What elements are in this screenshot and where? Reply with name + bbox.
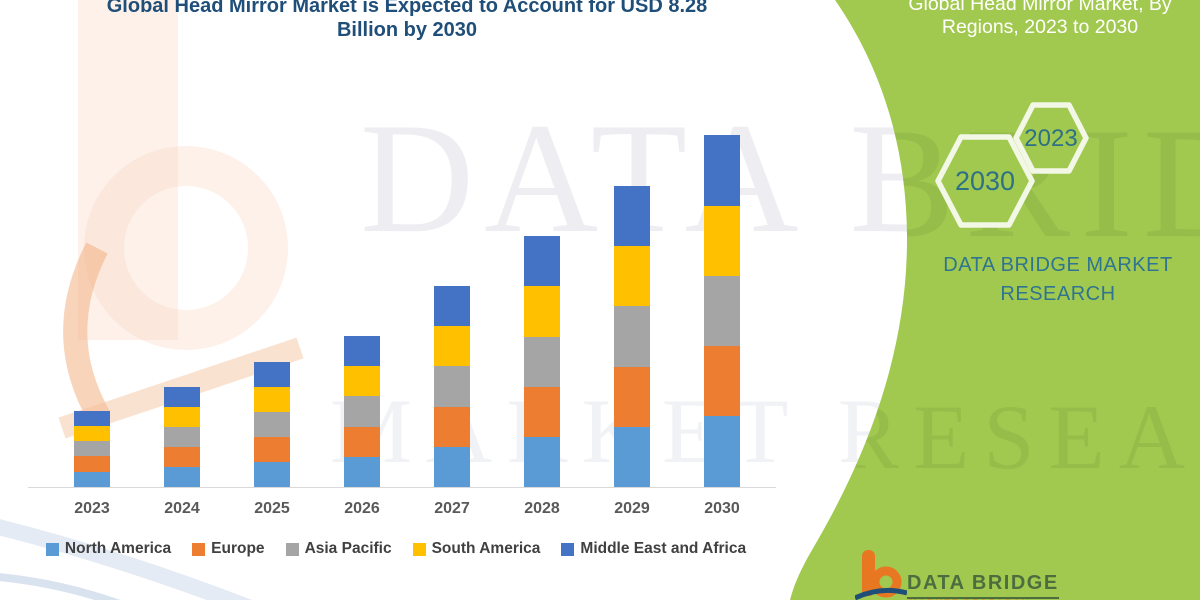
footer-logo-text: DATA BRIDGE — [907, 572, 1059, 599]
x-tick-2028: 2028 — [524, 500, 560, 517]
x-tick-2027: 2027 — [434, 500, 470, 517]
legend-item-asia-pacific: Asia Pacific — [285, 540, 392, 558]
bar-segment-2030-asia-pacific — [704, 275, 740, 347]
legend-swatch-icon — [192, 542, 206, 556]
x-tick-2024: 2024 — [164, 500, 200, 517]
bar-segment-2025-south-america — [254, 387, 290, 412]
bar-segment-2023-north-america — [74, 471, 110, 487]
bar-segment-2026-north-america — [344, 456, 380, 487]
right-panel-heading-line2: Regions, 2023 to 2030 — [941, 16, 1139, 38]
chart-title: Global Head Mirror Market is Expected to… — [45, 0, 769, 42]
bar-segment-2029-asia-pacific — [614, 306, 650, 367]
bar-segment-2024-europe — [164, 447, 200, 468]
bar-segment-2023-south-america — [74, 426, 110, 442]
legend-item-middle-east-and-africa: Middle East and Africa — [561, 540, 746, 558]
x-tick-2026: 2026 — [344, 500, 380, 517]
bar-segment-2023-asia-pacific — [74, 441, 110, 457]
bar-segment-2026-europe — [344, 426, 380, 457]
legend-swatch-icon — [285, 542, 299, 556]
x-tick-2029: 2029 — [614, 500, 650, 517]
bar-segment-2028-asia-pacific — [524, 336, 560, 387]
bar-2023 — [74, 410, 110, 487]
x-tick-2030: 2030 — [704, 500, 740, 517]
bar-segment-2024-south-america — [164, 407, 200, 428]
bar-segment-2026-south-america — [344, 366, 380, 397]
legend-swatch-icon — [561, 542, 575, 556]
x-axis-line — [28, 487, 776, 488]
bar-segment-2023-middle-east-and-africa — [74, 410, 110, 427]
brand-text-line2: RESEARCH — [1000, 283, 1116, 305]
bar-segment-2025-middle-east-and-africa — [254, 362, 290, 388]
bar-segment-2023-europe — [74, 456, 110, 472]
legend: North America Europe Asia Pacific South Ame… — [0, 540, 792, 558]
legend-label: Middle East and Africa — [580, 540, 747, 557]
footer-logo-b-icon — [855, 550, 907, 600]
bar-segment-2030-europe — [704, 346, 740, 417]
bar-segment-2028-middle-east-and-africa — [524, 236, 560, 287]
bar-segment-2027-south-america — [434, 326, 470, 367]
bar-segment-2027-north-america — [434, 446, 470, 487]
bar-segment-2029-north-america — [614, 426, 650, 487]
bar-segment-2028-south-america — [524, 286, 560, 337]
bar-2030 — [704, 135, 740, 487]
chart-title-line2: Billion by 2030 — [336, 19, 478, 41]
brand-text-line1: DATA BRIDGE MARKET — [943, 254, 1173, 276]
bar-segment-2030-north-america — [704, 416, 740, 487]
chart-title-line1: Global Head Mirror Market is Expected to… — [106, 0, 708, 17]
bar-segment-2025-europe — [254, 436, 290, 462]
bar-segment-2024-north-america — [164, 467, 200, 487]
bar-segment-2024-middle-east-and-africa — [164, 387, 200, 408]
bar-segment-2027-middle-east-and-africa — [434, 286, 470, 327]
legend-item-north-america: North America — [45, 540, 172, 558]
bar-segment-2028-europe — [524, 386, 560, 437]
brand-text: DATA BRIDGE MARKET RESEARCH — [930, 251, 1186, 309]
bar-segment-2028-north-america — [524, 436, 560, 487]
bar-2028 — [524, 236, 560, 487]
bar-segment-2029-europe — [614, 366, 650, 427]
bar-segment-2025-north-america — [254, 461, 290, 487]
bar-segment-2030-middle-east-and-africa — [704, 135, 740, 206]
bar-2025 — [254, 362, 290, 487]
bar-segment-2027-europe — [434, 406, 470, 447]
legend-item-europe: Europe — [192, 540, 265, 558]
bar-segment-2027-asia-pacific — [434, 366, 470, 407]
bar-segment-2026-middle-east-and-africa — [344, 336, 380, 367]
bar-2026 — [344, 336, 380, 487]
legend-label: Asia Pacific — [304, 540, 392, 557]
bar-2024 — [164, 387, 200, 487]
bar-segment-2029-south-america — [614, 246, 650, 307]
right-panel-heading: Global Head Mirror Market, By Regions, 2… — [880, 0, 1200, 39]
legend-label: Europe — [211, 540, 265, 557]
right-panel-heading-line1: Global Head Mirror Market, By — [908, 0, 1172, 15]
x-tick-2023: 2023 — [74, 500, 110, 517]
bar-segment-2025-asia-pacific — [254, 411, 290, 437]
x-tick-2025: 2025 — [254, 500, 290, 517]
legend-swatch-icon — [45, 542, 59, 556]
legend-label: North America — [64, 540, 172, 557]
legend-label: South America — [431, 540, 541, 557]
bar-segment-2024-asia-pacific — [164, 427, 200, 448]
bar-segment-2029-middle-east-and-africa — [614, 186, 650, 247]
bar-segment-2030-south-america — [704, 205, 740, 276]
bar-2029 — [614, 186, 650, 487]
bar-segment-2026-asia-pacific — [344, 396, 380, 427]
legend-item-south-america: South America — [412, 540, 541, 558]
footer-logo: DATA BRIDGE MARKET RESEARCH — [855, 548, 1095, 600]
bar-2027 — [434, 286, 470, 487]
legend-swatch-icon — [412, 542, 426, 556]
